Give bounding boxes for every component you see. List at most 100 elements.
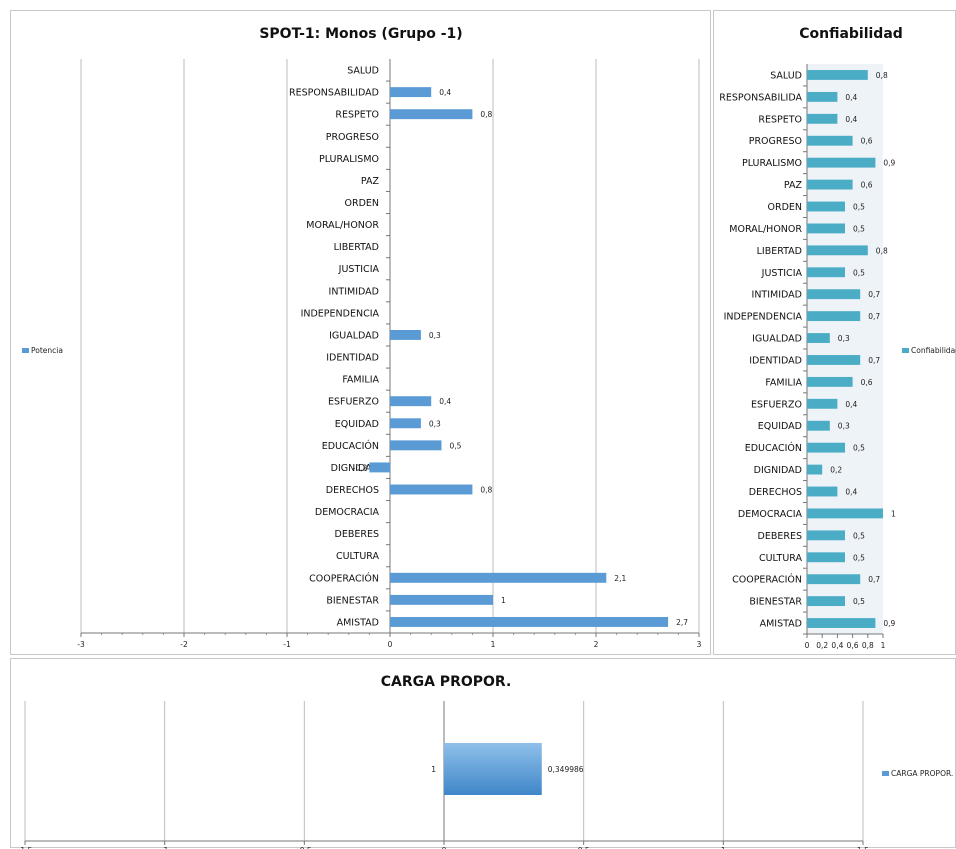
category-label: RESPONSABILIDA <box>719 92 802 103</box>
category-label: INTIMIDAD <box>329 286 379 297</box>
bar <box>807 420 830 431</box>
bar <box>807 376 853 387</box>
data-label: -0,2 <box>353 463 368 472</box>
bar <box>807 311 861 322</box>
category-label: CULTURA <box>336 551 380 562</box>
bar <box>807 267 845 278</box>
bar <box>390 440 442 451</box>
chart-title: Confiabilidad <box>799 26 903 42</box>
chart-potencia-panel: SPOT-1: Monos (Grupo -1) Potencia -3 -2 -1… <box>10 10 711 655</box>
bar <box>807 508 883 519</box>
category-label: IDENTIDAD <box>326 353 379 364</box>
data-label: 0,2 <box>830 466 842 475</box>
category-label: ESFUERZO <box>328 397 379 408</box>
category-label: MORAL/HONOR <box>729 224 802 235</box>
category-label: COOPERACIÓN <box>732 574 802 586</box>
bar <box>390 616 669 627</box>
data-label: 1 <box>891 509 896 518</box>
tick-label: 1 <box>881 641 886 650</box>
bar <box>807 289 861 300</box>
data-label: 0,4 <box>439 88 451 97</box>
category-label: CULTURA <box>759 553 803 564</box>
bar <box>807 91 838 102</box>
category-label: ESFUERZO <box>751 399 802 410</box>
category-label: LIBERTAD <box>334 242 379 253</box>
category-label: SALUD <box>770 70 802 81</box>
bar <box>807 70 868 80</box>
category-label: PROGRESO <box>749 136 802 147</box>
category-label: BIENESTAR <box>749 597 802 608</box>
data-label: 0,4 <box>845 488 857 497</box>
bar <box>807 530 845 541</box>
data-label: 0,7 <box>868 356 880 365</box>
bar <box>807 442 845 453</box>
bar <box>807 552 845 563</box>
chart-carga-panel: CARGA PROPOR. CARGA PROPOR. -1.5-1-0.500… <box>10 658 956 849</box>
category-label: LIBERTAD <box>757 246 802 257</box>
data-label: 0,3 <box>429 419 441 428</box>
category-label: IGUALDAD <box>752 334 802 345</box>
legend-label: Confiabilidad <box>911 346 956 355</box>
category-label: FAMILIA <box>765 377 802 388</box>
bar <box>807 201 845 212</box>
chart-title: CARGA PROPOR. <box>381 674 512 690</box>
tick-label: -1 <box>283 640 291 649</box>
legend-swatch <box>882 771 889 776</box>
category-label: EQUIDAD <box>758 421 802 432</box>
data-label: 0,5 <box>853 268 865 277</box>
category-label: BIENESTAR <box>326 595 379 606</box>
bar <box>807 179 853 190</box>
category-label: PROGRESO <box>326 132 379 143</box>
tick-label: 0,4 <box>831 641 843 650</box>
bar <box>390 396 432 407</box>
tick-label: 0,6 <box>847 641 859 650</box>
data-label: 0,4 <box>439 397 451 406</box>
category-label: PAZ <box>361 176 380 187</box>
legend-label: CARGA PROPOR. <box>891 769 953 778</box>
bar <box>390 572 607 583</box>
tick-label: 0 <box>388 640 393 649</box>
category-label: DERECHOS <box>326 485 379 496</box>
data-label: 0,4 <box>845 115 857 124</box>
data-label: 0,9 <box>883 619 895 628</box>
category-label: EDUCACIÓN <box>745 442 802 454</box>
category-label: DEBERES <box>335 529 379 540</box>
data-label: 0,6 <box>861 181 873 190</box>
category-label: ORDEN <box>767 202 802 213</box>
category-label: DEMOCRACIA <box>738 509 803 520</box>
bar <box>807 596 845 607</box>
plot-background <box>807 64 883 634</box>
legend-swatch <box>22 348 29 353</box>
tick-label: -2 <box>180 640 188 649</box>
data-label: 0,349986 <box>548 765 584 774</box>
bar <box>807 333 830 343</box>
category-label: RESPETO <box>335 110 379 121</box>
bar <box>369 462 390 473</box>
chart-confiabilidad: Confiabilidad Confiabilidad 0 0,2 0,4 0,6 0,… <box>719 26 956 650</box>
legend-swatch <box>902 348 909 353</box>
bar <box>807 486 838 497</box>
bar <box>807 157 876 168</box>
data-label: 0,7 <box>868 575 880 584</box>
data-label: 1 <box>501 596 506 605</box>
data-label: 0,3 <box>838 334 850 343</box>
bar <box>807 113 838 124</box>
data-label: 0,4 <box>845 400 857 409</box>
data-label: 0,5 <box>853 553 865 562</box>
bar <box>807 618 876 628</box>
chart-carga: CARGA PROPOR. CARGA PROPOR. -1.5-1-0.500… <box>18 674 954 849</box>
bar <box>807 135 853 146</box>
category-label: ORDEN <box>344 198 379 209</box>
data-label: 0,6 <box>861 378 873 387</box>
category-label: AMISTAD <box>337 617 379 628</box>
chart-title: SPOT-1: Monos (Grupo -1) <box>259 26 462 42</box>
data-label: 0,8 <box>480 486 492 495</box>
category-label: AMISTAD <box>760 619 802 630</box>
data-label: 0,7 <box>868 290 880 299</box>
category-label: IDENTIDAD <box>749 355 802 366</box>
category-label: JUSTICIA <box>761 268 803 279</box>
category-label: DERECHOS <box>749 487 802 498</box>
bar <box>390 87 432 98</box>
category-label: PAZ <box>784 180 803 191</box>
data-label: 0,3 <box>429 331 441 340</box>
